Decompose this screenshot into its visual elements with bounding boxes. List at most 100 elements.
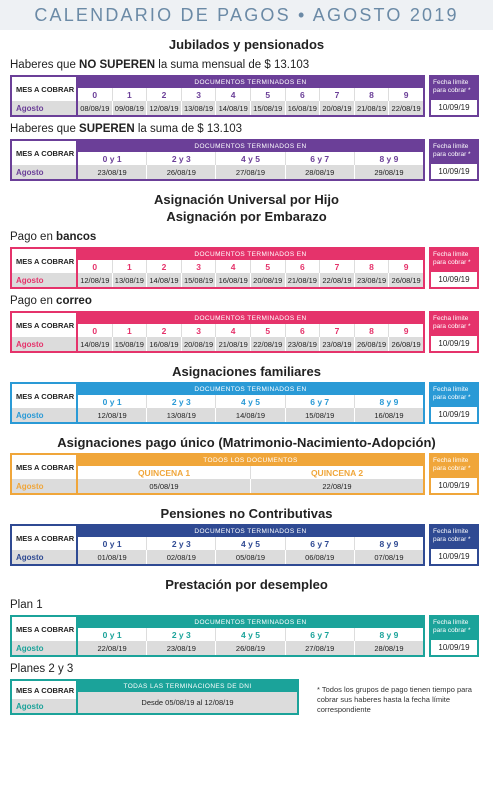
payment-date: 13/08/19 [111,273,147,287]
section-title: Asignación por Embarazo [166,209,327,224]
dates-row: 08/08/19 09/08/19 12/08/19 13/08/19 14/08/19… [78,101,423,115]
payment-date: 01/08/19 [78,550,147,564]
payment-date: 29/08/19 [353,165,424,179]
payment-date: 16/08/19 [146,337,181,351]
payment-date: 20/08/19 [180,337,216,351]
columns-header: DOCUMENTOS TERMINADOS EN [78,384,423,395]
column-label: 4 y 5 [215,395,284,408]
month: Agosto [12,101,76,115]
content: Jubilados y pensionados Haberes que NO SU… [0,36,493,715]
caption-text: la suma de $ 13.103 [134,123,243,135]
columns-header: DOCUMENTOS TERMINADOS EN [78,141,423,152]
column-label: 2 y 3 [146,152,215,165]
caption-bold: correo [56,295,92,307]
table-main: MES A COBRAR Agosto DOCUMENTOS TERMINADOS … [10,311,425,353]
column-label: 7 [319,260,354,273]
payment-date: 14/08/19 [78,337,112,351]
row-header-label: MES A COBRAR [16,533,75,543]
limit-header: Fecha límite para cobrar * [431,77,477,100]
month: Agosto [12,337,76,351]
month: Agosto [12,408,76,422]
column-label: 0 y 1 [102,396,122,407]
limit-box: Fecha límite para cobrar * 10/09/19 [429,453,479,495]
section-title: Asignación Universal por Hijo [154,192,339,207]
payment-date: 02/08/19 [146,550,216,564]
table-main: MES A COBRAR Agosto DOCUMENTOS TERMINADOS … [10,615,425,657]
caption-text: Pago en [10,295,57,307]
payment-date: 22/08/19 [319,273,354,287]
payment-date: 15/08/19 [180,273,216,287]
column-label: 2 y 3 [146,395,215,408]
columns: DOCUMENTOS TERMINADOS EN 0 1 2 3 4 5 6 7 8 9 12/08/… [78,249,423,287]
dates-row: 01/08/19 02/08/19 05/08/19 06/08/19 07/08/19 [78,550,424,564]
dates-row: 12/08/19 13/08/19 14/08/19 15/08/19 16/08/19… [78,273,423,287]
row-header-label: MES A COBRAR [16,320,75,330]
row-header-label: MES A COBRAR [16,391,75,401]
column-label: 4 y 5 [215,628,284,641]
limit-box: Fecha límite para cobrar * 10/09/19 [429,382,479,424]
section-title: Asignaciones pago único (Matrimonio-Naci… [57,435,436,450]
payment-date: 12/08/19 [78,273,112,287]
payment-table: MES A COBRAR Agosto TODOS LOS DOCUMENTOS QU… [10,453,479,495]
section: Asignaciones pago único (Matrimonio-Naci… [0,434,493,495]
column-label: 8 y 9 [353,537,423,550]
page-title: CALENDARIO DE PAGOS • AGOSTO 2019 [0,0,493,30]
column-label: 4 y 5 [215,537,284,550]
row-header: MES A COBRAR Agosto [12,617,78,655]
month: Agosto [12,699,76,713]
payment-date: 05/08/19 [78,479,250,493]
limit-date: 10/09/19 [438,410,470,419]
payment-date: 26/08/19 [388,337,423,351]
column-label: 8 y 9 [353,628,423,641]
column-label: 0 [92,261,98,272]
caption-bold: bancos [56,231,97,243]
limit-header: Fecha límite para cobrar * [431,141,477,164]
column-label: 3 [180,324,216,337]
payment-date: 27/08/19 [215,165,285,179]
payment-date: 22/08/19 [78,641,147,655]
table-caption: Pago en correo [10,294,493,309]
table-caption: Haberes que SUPEREN la suma de $ 13.103 [10,122,493,137]
section: Jubilados y pensionados Haberes que NO SU… [0,36,493,181]
column-label: 7 [319,324,354,337]
column-label: 6 y 7 [284,152,354,165]
columns: DOCUMENTOS TERMINADOS EN 0 1 2 3 4 5 6 7 8 9 14/08/… [78,313,423,351]
row-header: MES A COBRAR Agosto [12,681,78,713]
table-main: MES A COBRAR Agosto DOCUMENTOS TERMINADOS … [10,524,425,566]
column-label: 1 [111,88,147,101]
column-label: 0 y 1 [102,153,122,164]
columns-header: DOCUMENTOS TERMINADOS EN [78,77,423,88]
limit-date: 10/09/19 [438,552,470,561]
payment-date: 23/08/19 [146,641,216,655]
column-label: 2 y 3 [146,537,215,550]
column-label: 2 [146,324,181,337]
row-header-label: MES A COBRAR [16,685,75,695]
limit-box: Fecha límite para cobrar * 10/09/19 [429,311,479,353]
payment-date: 27/08/19 [284,641,354,655]
payment-date: 16/08/19 [215,273,250,287]
payment-date: 22/08/19 [250,479,423,493]
column-label: 8 y 9 [353,395,423,408]
payment-date: 23/08/19 [319,337,354,351]
column-label: 8 [353,324,389,337]
limit-header: Fecha límite para cobrar * [431,526,477,549]
payment-date: 12/08/19 [146,101,181,115]
column-label: 9 [388,324,423,337]
column-label: 1 [111,260,147,273]
payment-date: 13/08/19 [180,101,216,115]
payment-date: 20/08/19 [319,101,354,115]
month: Agosto [12,641,76,655]
payment-date: 26/08/19 [146,165,216,179]
columns-header: DOCUMENTOS TERMINADOS EN [78,249,423,260]
columns-header: DOCUMENTOS TERMINADOS EN [78,313,423,324]
payment-date: 08/08/19 [78,101,112,115]
column-label: 6 y 7 [284,628,354,641]
payment-date: 22/08/19 [388,101,423,115]
columns-header: TODOS LOS DOCUMENTOS [78,455,423,466]
payment-date: 14/08/19 [146,273,181,287]
